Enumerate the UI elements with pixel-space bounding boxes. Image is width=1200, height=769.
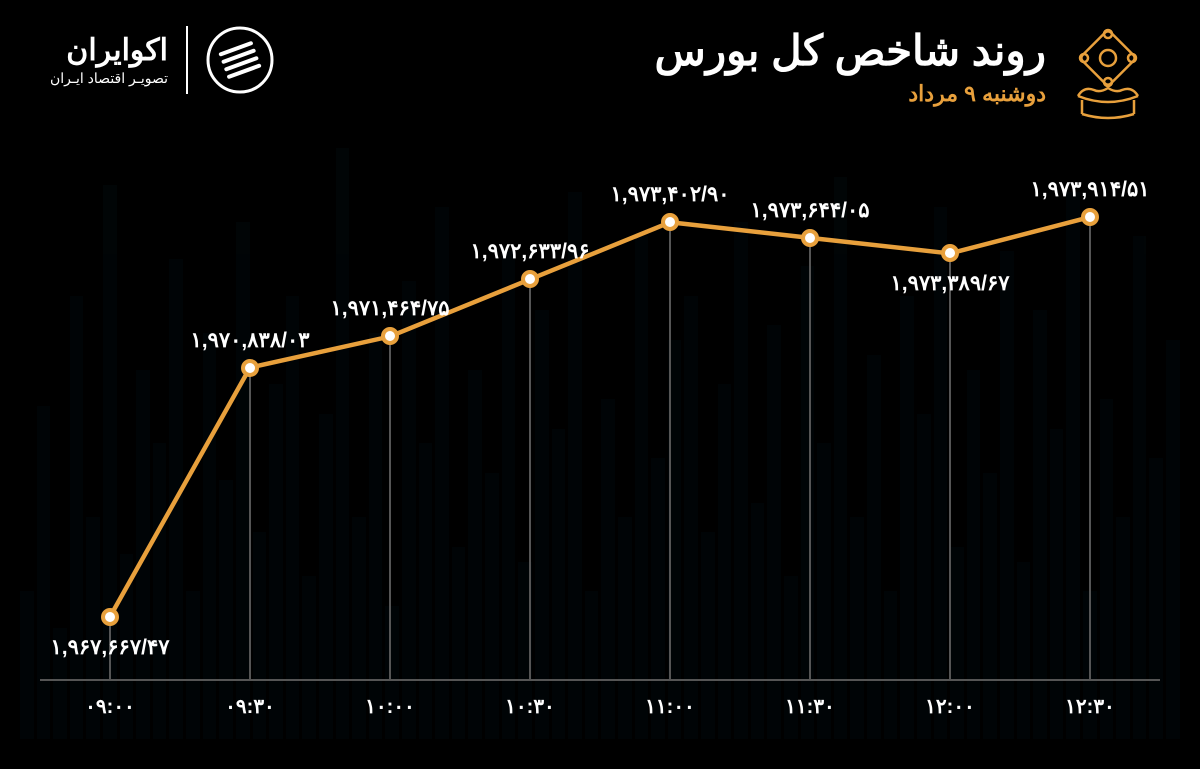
x-tick-label: ۱۰:۰۰ (320, 694, 460, 719)
x-tick-label: ۱۲:۰۰ (880, 694, 1020, 719)
brand-logo-icon (206, 26, 274, 94)
header: اکوایران تصویـر اقتصاد ایـران روند شاخص … (50, 26, 1150, 122)
brand-subtitle: تصویـر اقتصاد ایـران (50, 70, 168, 87)
data-label: ۱,۹۶۷,۶۶۷/۴۷ (50, 635, 169, 660)
data-point (241, 359, 259, 377)
data-label: ۱,۹۷۲,۶۳۳/۹۶ (470, 239, 589, 264)
data-label: ۱,۹۷۰,۸۳۸/۰۳ (190, 328, 309, 353)
data-label: ۱,۹۷۳,۳۸۹/۶۷ (890, 271, 1009, 296)
brand-divider (186, 26, 188, 94)
data-point (1081, 208, 1099, 226)
exchange-logo-icon (1066, 26, 1150, 122)
x-axis-labels: ۰۹:۰۰۰۹:۳۰۱۰:۰۰۱۰:۳۰۱۱:۰۰۱۱:۳۰۱۲:۰۰۱۲:۳۰ (40, 694, 1160, 719)
x-tick-label: ۱۲:۳۰ (1020, 694, 1160, 719)
title-block: روند شاخص کل بورس دوشنبه ۹ مرداد (655, 26, 1150, 122)
chart-line (40, 160, 1160, 679)
x-tick-label: ۱۱:۰۰ (600, 694, 740, 719)
chart-area: ۱,۹۶۷,۶۶۷/۴۷ ۱,۹۷۰,۸۳۸/۰۳ ۱,۹۷۱,۴۶۴/۷۵ ۱,۹۷… (40, 160, 1160, 719)
data-label: ۱,۹۷۱,۴۶۴/۷۵ (330, 296, 449, 321)
data-point (941, 244, 959, 262)
x-axis-line (40, 679, 1160, 681)
data-point (521, 270, 539, 288)
chart-plot: ۱,۹۶۷,۶۶۷/۴۷ ۱,۹۷۰,۸۳۸/۰۳ ۱,۹۷۱,۴۶۴/۷۵ ۱,۹۷… (40, 160, 1160, 679)
data-point (101, 608, 119, 626)
x-tick-label: ۱۰:۳۰ (460, 694, 600, 719)
data-label: ۱,۹۷۳,۴۰۲/۹۰ (610, 182, 729, 207)
chart-title: روند شاخص کل بورس (655, 26, 1046, 75)
x-tick-label: ۱۱:۳۰ (740, 694, 880, 719)
data-label: ۱,۹۷۳,۶۴۴/۰۵ (750, 198, 869, 223)
data-point (801, 229, 819, 247)
chart-date: دوشنبه ۹ مرداد (655, 81, 1046, 107)
data-point (381, 327, 399, 345)
brand-block: اکوایران تصویـر اقتصاد ایـران (50, 26, 274, 94)
data-point (661, 213, 679, 231)
brand-name: اکوایران (50, 33, 168, 68)
data-label: ۱,۹۷۳,۹۱۴/۵۱ (1030, 177, 1149, 202)
x-tick-label: ۰۹:۳۰ (180, 694, 320, 719)
x-tick-label: ۰۹:۰۰ (40, 694, 180, 719)
